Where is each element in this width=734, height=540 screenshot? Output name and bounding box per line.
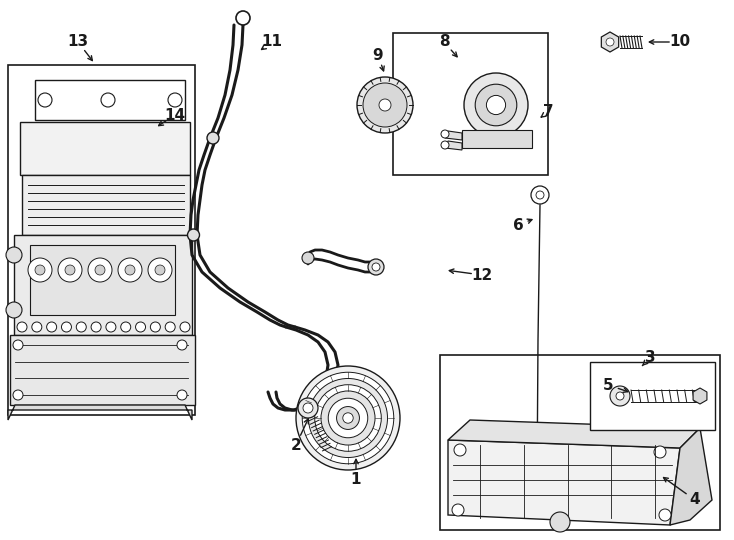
Text: 12: 12 (471, 267, 493, 282)
Circle shape (659, 509, 671, 521)
Bar (10, 335, 195, 405)
Text: 11: 11 (261, 35, 283, 50)
Circle shape (368, 259, 384, 275)
Text: 10: 10 (669, 35, 691, 50)
Circle shape (236, 11, 250, 25)
Polygon shape (670, 428, 712, 525)
Bar (8, 65, 195, 415)
Circle shape (76, 322, 87, 332)
Circle shape (168, 93, 182, 107)
Circle shape (101, 93, 115, 107)
Circle shape (148, 258, 172, 282)
Circle shape (464, 73, 528, 137)
Circle shape (38, 93, 52, 107)
Circle shape (452, 504, 464, 516)
Circle shape (155, 265, 165, 275)
Text: 1: 1 (351, 472, 361, 488)
Circle shape (487, 96, 506, 114)
Polygon shape (693, 388, 707, 404)
Text: 8: 8 (439, 35, 449, 50)
Circle shape (536, 191, 544, 199)
Circle shape (120, 322, 131, 332)
Circle shape (6, 247, 22, 263)
Circle shape (28, 258, 52, 282)
Circle shape (118, 258, 142, 282)
Circle shape (95, 265, 105, 275)
Circle shape (302, 372, 393, 464)
Bar (440, 355, 720, 530)
Circle shape (150, 322, 160, 332)
Circle shape (32, 322, 42, 332)
Circle shape (337, 407, 360, 429)
Bar (393, 33, 548, 175)
Polygon shape (601, 32, 619, 52)
Text: 14: 14 (164, 107, 186, 123)
Circle shape (357, 77, 413, 133)
Circle shape (343, 413, 353, 423)
Circle shape (296, 366, 400, 470)
Circle shape (441, 141, 449, 149)
Text: 9: 9 (373, 48, 383, 63)
Polygon shape (445, 131, 462, 140)
Text: 5: 5 (603, 377, 614, 393)
Circle shape (177, 390, 187, 400)
Circle shape (13, 390, 23, 400)
Circle shape (610, 386, 630, 406)
Bar (30, 245, 175, 315)
Circle shape (165, 322, 175, 332)
Circle shape (654, 446, 666, 458)
Circle shape (302, 252, 314, 264)
Circle shape (372, 263, 380, 271)
Bar (590, 362, 715, 430)
Circle shape (308, 379, 388, 457)
Circle shape (298, 398, 318, 418)
Circle shape (177, 340, 187, 350)
Circle shape (125, 265, 135, 275)
Circle shape (58, 258, 82, 282)
Circle shape (91, 322, 101, 332)
Polygon shape (445, 141, 462, 150)
Circle shape (328, 398, 368, 438)
Circle shape (6, 302, 22, 318)
Circle shape (441, 130, 449, 138)
Circle shape (106, 322, 116, 332)
Circle shape (321, 391, 375, 445)
Circle shape (136, 322, 145, 332)
Polygon shape (448, 440, 680, 525)
Circle shape (363, 83, 407, 127)
Circle shape (379, 99, 391, 111)
Text: 4: 4 (690, 492, 700, 508)
Bar (22, 175, 190, 235)
Circle shape (606, 38, 614, 46)
Text: 7: 7 (542, 105, 553, 119)
Polygon shape (8, 405, 192, 420)
Circle shape (35, 265, 45, 275)
Circle shape (47, 322, 57, 332)
Text: 2: 2 (291, 437, 302, 453)
Circle shape (17, 322, 27, 332)
Circle shape (187, 229, 200, 241)
Bar (462, 130, 532, 148)
Circle shape (62, 322, 71, 332)
Circle shape (65, 265, 75, 275)
Text: 3: 3 (644, 350, 655, 366)
Circle shape (207, 132, 219, 144)
Circle shape (531, 186, 549, 204)
Bar (14, 235, 192, 335)
Circle shape (550, 512, 570, 532)
Circle shape (88, 258, 112, 282)
Text: 6: 6 (512, 218, 523, 233)
Bar (35, 80, 185, 120)
Circle shape (13, 340, 23, 350)
Circle shape (180, 322, 190, 332)
Circle shape (475, 84, 517, 126)
Circle shape (303, 403, 313, 413)
Circle shape (454, 444, 466, 456)
Polygon shape (448, 420, 700, 448)
Polygon shape (20, 122, 190, 175)
Circle shape (616, 392, 624, 400)
Text: 13: 13 (68, 35, 89, 50)
Circle shape (315, 384, 381, 451)
